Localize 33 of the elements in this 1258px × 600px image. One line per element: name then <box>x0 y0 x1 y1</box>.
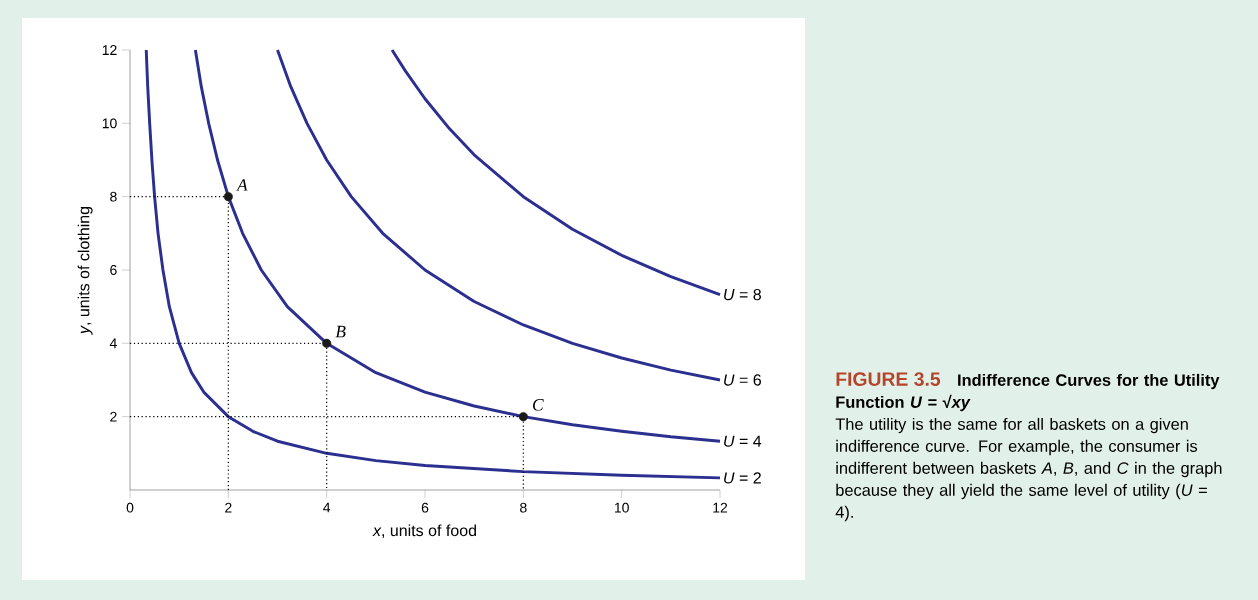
annotation: B <box>335 325 346 338</box>
x-axis-title: x, units of food <box>372 524 476 539</box>
line-series <box>390 48 722 297</box>
annotation: A <box>236 179 248 191</box>
text: The utility is the same for all baskets on a given indifference curve. For example, the consumer is indifferent between baskets A, B, and C in the graph because they all yield the same level of utility (U = 4). <box>835 417 1222 522</box>
x-tick-label: 10 <box>614 502 629 513</box>
y-tick-label: 8 <box>110 191 117 202</box>
series-label: U = 6 <box>724 374 761 386</box>
x-tick-label: 6 <box>421 502 429 513</box>
series-label: U = 2 <box>724 472 761 484</box>
text: Indifference Curves for the Utility <box>958 373 1220 390</box>
x-tick-label: 12 <box>713 502 728 513</box>
line-series <box>193 48 722 443</box>
y-tick-label: 6 <box>110 265 117 275</box>
text: Function U = √xy <box>836 394 971 412</box>
y-tick-label: 12 <box>102 45 117 55</box>
series-label: U = 4 <box>724 435 762 447</box>
y-tick-label: 2 <box>110 411 117 422</box>
line-series <box>144 48 722 480</box>
annotation: C <box>533 398 544 411</box>
x-tick-label: 8 <box>520 502 527 513</box>
y-tick-label: 4 <box>109 338 117 349</box>
x-tick-label: 0 <box>126 502 134 513</box>
x-tick-label: 2 <box>225 502 232 513</box>
y-axis-title: y, units of clothing <box>77 207 93 335</box>
text: FIGURE 3.5 <box>836 372 941 386</box>
point <box>518 412 528 422</box>
x-tick-label: 4 <box>323 502 331 513</box>
y-tick-label: 10 <box>102 118 117 129</box>
series-label: U = 8 <box>724 288 761 301</box>
point <box>223 192 233 202</box>
point <box>322 338 332 348</box>
line-series <box>276 48 722 382</box>
